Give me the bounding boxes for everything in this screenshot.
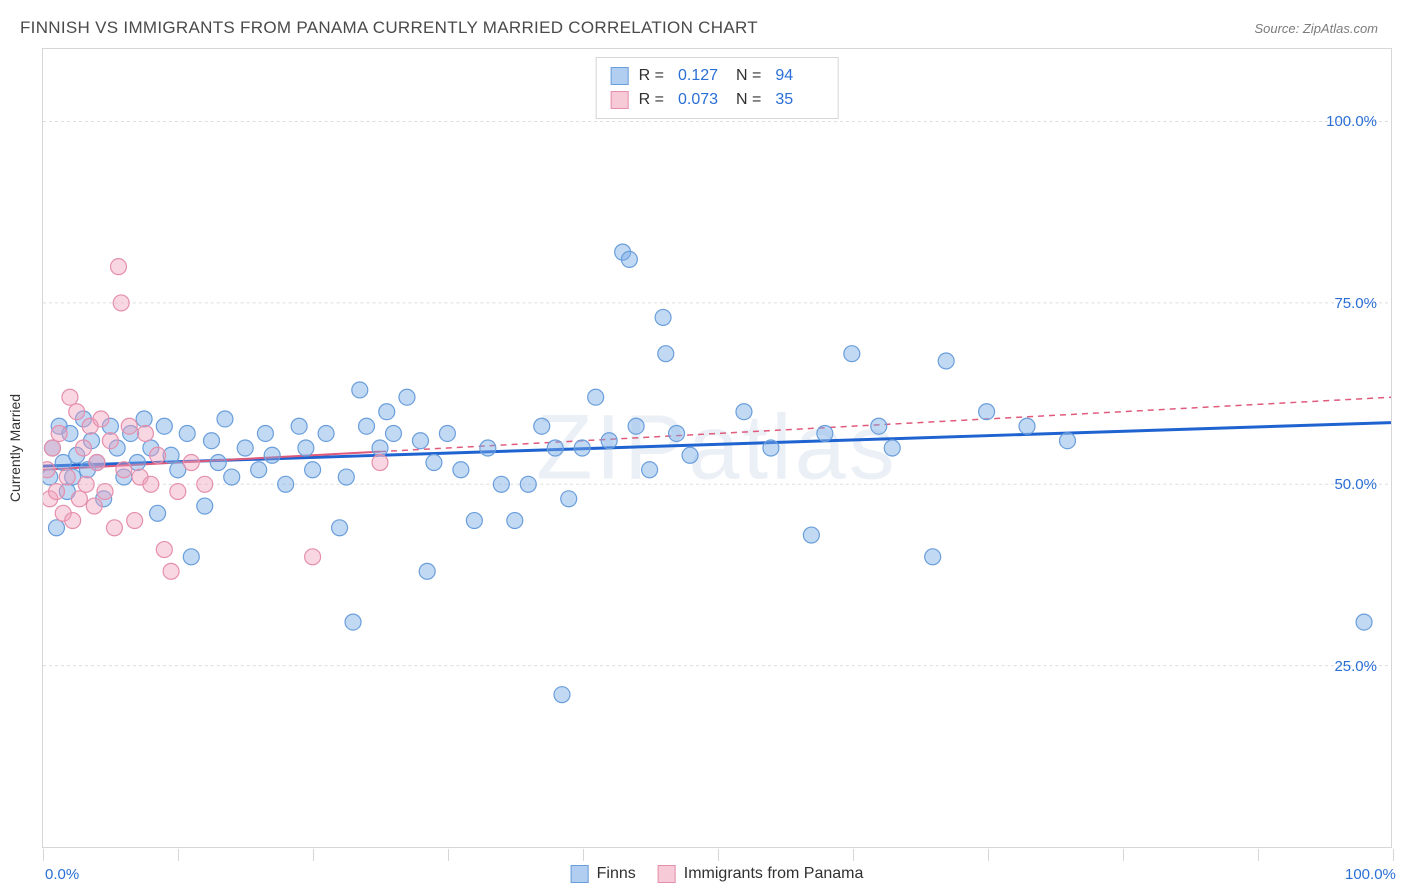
x-tick-label: 0.0%	[45, 866, 79, 883]
stats-row: R = 0.127 N = 94	[611, 64, 824, 88]
bottom-legend: Finns Immigrants from Panama	[571, 865, 864, 883]
x-minor-tick	[313, 849, 314, 861]
x-minor-tick	[1393, 849, 1394, 861]
legend-label: Finns	[597, 865, 636, 883]
x-minor-tick	[718, 849, 719, 861]
n-label: N =	[736, 64, 761, 88]
x-minor-tick	[583, 849, 584, 861]
x-minor-tick	[988, 849, 989, 861]
y-axis-label: Currently Married	[7, 394, 23, 502]
x-tick-label: 100.0%	[1345, 866, 1396, 883]
legend-item: Immigrants from Panama	[658, 865, 864, 883]
scatter-plot-svg	[43, 49, 1391, 847]
x-minor-tick	[178, 849, 179, 861]
stats-row: R = 0.073 N = 35	[611, 88, 824, 112]
r-label: R =	[639, 88, 664, 112]
y-tick-label: 100.0%	[1326, 113, 1377, 130]
legend-swatch	[571, 865, 589, 883]
y-tick-label: 50.0%	[1334, 476, 1377, 493]
source-attribution: Source: ZipAtlas.com	[1254, 21, 1378, 36]
x-minor-tick	[853, 849, 854, 861]
r-value: 0.127	[678, 64, 726, 88]
header-bar: FINNISH VS IMMIGRANTS FROM PANAMA CURREN…	[0, 0, 1406, 46]
n-value: 35	[775, 88, 823, 112]
x-minor-tick	[448, 849, 449, 861]
legend-swatch	[658, 865, 676, 883]
legend-swatch	[611, 67, 629, 85]
legend-item: Finns	[571, 865, 636, 883]
legend-swatch	[611, 91, 629, 109]
y-tick-label: 75.0%	[1334, 295, 1377, 312]
y-tick-label: 25.0%	[1334, 658, 1377, 675]
x-minor-tick	[1258, 849, 1259, 861]
chart-title: FINNISH VS IMMIGRANTS FROM PANAMA CURREN…	[20, 18, 758, 38]
r-label: R =	[639, 64, 664, 88]
correlation-stats-box: R = 0.127 N = 94 R = 0.073 N = 35	[596, 57, 839, 119]
x-minor-tick	[43, 849, 44, 861]
n-value: 94	[775, 64, 823, 88]
chart-container: Currently Married ZIPatlas R =0.127N =94…	[42, 48, 1392, 848]
x-minor-tick	[1123, 849, 1124, 861]
legend-label: Immigrants from Panama	[684, 865, 864, 883]
r-value: 0.073	[678, 88, 726, 112]
n-label: N =	[736, 88, 761, 112]
